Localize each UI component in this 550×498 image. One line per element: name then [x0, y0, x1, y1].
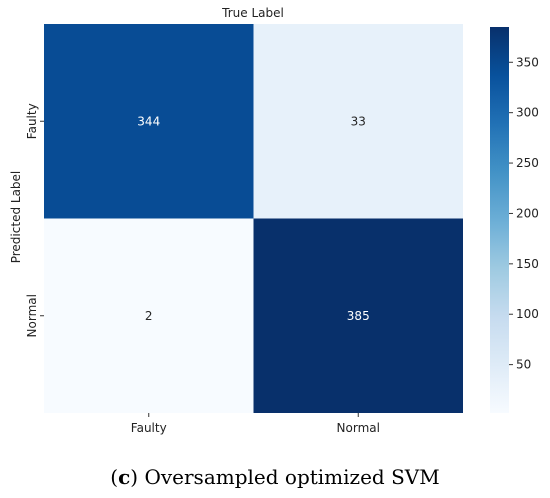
y-axis-label: Predicted Label [9, 171, 23, 264]
y-tick-label: Faulty [25, 103, 39, 139]
colorbar-tick-label: 250 [516, 156, 539, 170]
caption-letter: c [118, 465, 130, 489]
heatmap-cell [253, 24, 463, 219]
cell-value-label: 2 [145, 309, 153, 323]
chart-title: True Label [221, 6, 284, 20]
colorbar [490, 27, 509, 413]
heatmap-cell [44, 24, 254, 219]
colorbar-tick-label: 50 [516, 358, 531, 372]
colorbar-tick-label: 300 [516, 106, 539, 120]
colorbar-tick-label: 100 [516, 307, 539, 321]
colorbar-ticks: 50 100 150 200 250 300 350 [509, 55, 539, 372]
figure-caption: (c) Oversampled optimized SVM [110, 465, 439, 489]
cell-value-label: 33 [351, 114, 366, 128]
heatmap-cell [44, 218, 254, 413]
cell-value-label: 344 [137, 114, 160, 128]
caption-text: Oversampled optimized SVM [138, 465, 440, 489]
caption-close-paren: ) [130, 465, 138, 489]
y-axis-ticks: Faulty Normal [25, 103, 44, 337]
heatmap-cell [253, 218, 463, 413]
colorbar-tick-label: 350 [516, 55, 539, 69]
cell-value-label: 385 [347, 309, 370, 323]
x-tick-label: Faulty [131, 421, 167, 435]
colorbar-tick-label: 200 [516, 206, 539, 220]
x-axis-ticks: Faulty Normal [131, 413, 380, 435]
caption-open-paren: ( [110, 465, 118, 489]
x-tick-label: Normal [337, 421, 380, 435]
heatmap-cell-labels: 344 33 2 385 [137, 114, 369, 323]
colorbar-tick-label: 150 [516, 257, 539, 271]
heatmap-cells [44, 24, 463, 413]
y-tick-label: Normal [25, 294, 39, 337]
